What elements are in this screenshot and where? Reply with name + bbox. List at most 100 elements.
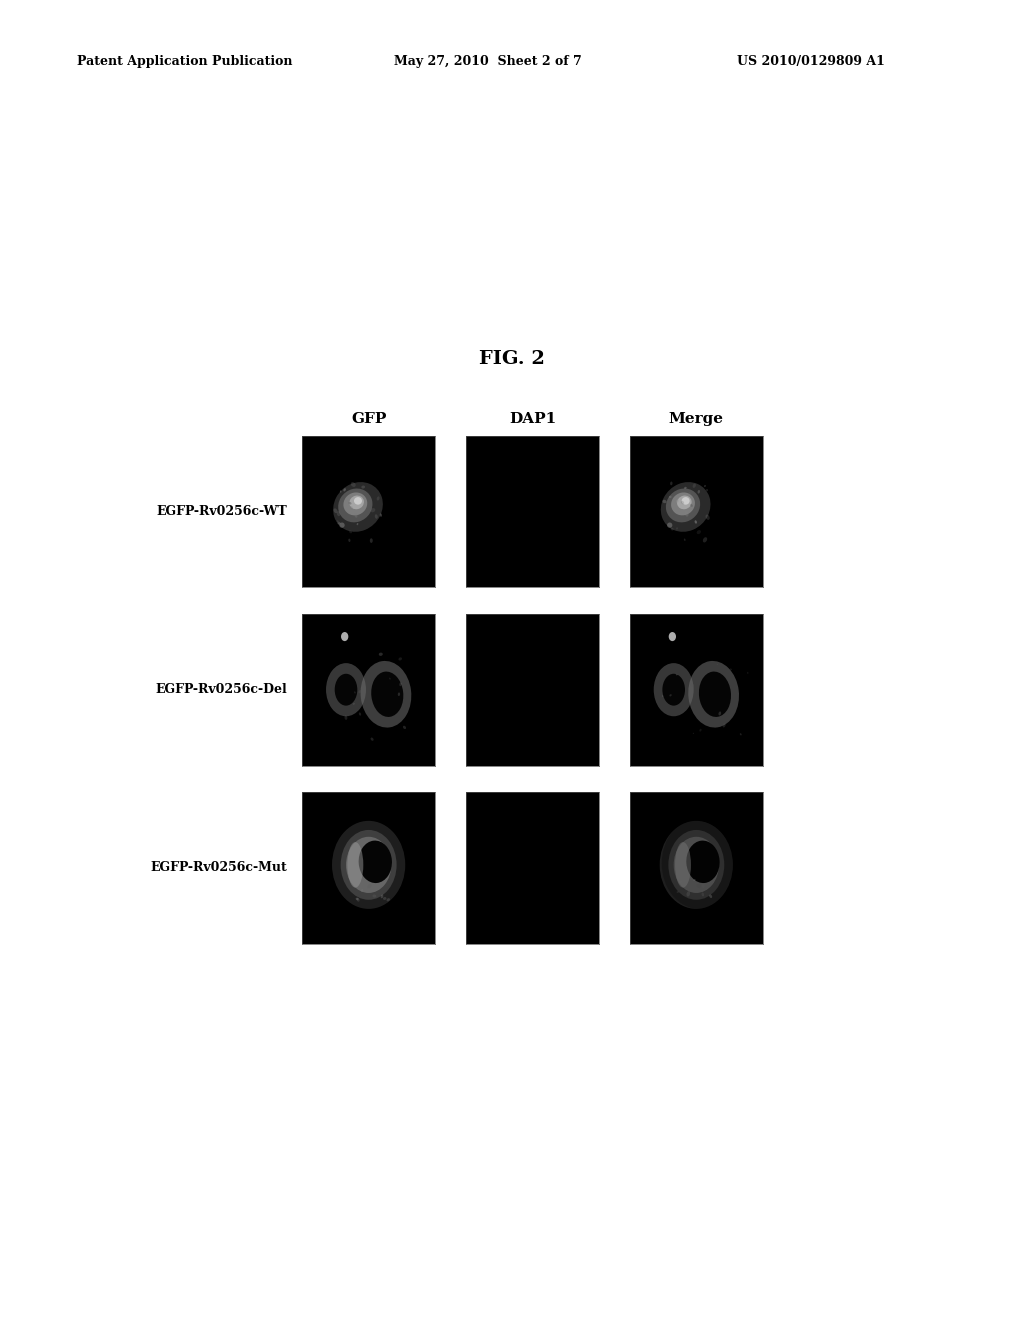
Ellipse shape: [358, 713, 361, 715]
Ellipse shape: [356, 898, 359, 902]
Ellipse shape: [685, 511, 688, 516]
Ellipse shape: [690, 504, 693, 507]
Ellipse shape: [710, 895, 712, 898]
Ellipse shape: [338, 521, 341, 524]
Ellipse shape: [379, 652, 383, 656]
Ellipse shape: [354, 692, 355, 693]
Ellipse shape: [663, 500, 667, 503]
Ellipse shape: [676, 675, 678, 676]
Ellipse shape: [681, 500, 684, 504]
Ellipse shape: [402, 726, 407, 729]
Ellipse shape: [340, 490, 341, 492]
Ellipse shape: [371, 738, 374, 741]
Ellipse shape: [389, 677, 391, 680]
Ellipse shape: [701, 883, 705, 888]
Ellipse shape: [693, 879, 695, 882]
Ellipse shape: [675, 842, 691, 887]
Ellipse shape: [670, 694, 672, 697]
Ellipse shape: [350, 506, 353, 510]
Ellipse shape: [335, 673, 357, 706]
Ellipse shape: [351, 482, 355, 487]
Ellipse shape: [347, 842, 364, 887]
Ellipse shape: [349, 495, 364, 510]
Ellipse shape: [332, 821, 406, 909]
Ellipse shape: [386, 898, 390, 902]
Ellipse shape: [372, 672, 403, 717]
Ellipse shape: [353, 704, 354, 705]
Ellipse shape: [659, 821, 733, 909]
Ellipse shape: [692, 483, 696, 488]
Ellipse shape: [696, 884, 701, 888]
Ellipse shape: [689, 492, 690, 494]
Ellipse shape: [706, 515, 710, 520]
Ellipse shape: [653, 663, 693, 717]
Ellipse shape: [361, 486, 365, 488]
Ellipse shape: [691, 684, 694, 686]
Ellipse shape: [398, 657, 402, 660]
Ellipse shape: [355, 898, 358, 900]
Ellipse shape: [373, 895, 376, 898]
Ellipse shape: [702, 537, 708, 543]
Ellipse shape: [705, 484, 706, 487]
Ellipse shape: [354, 498, 362, 504]
Ellipse shape: [349, 531, 352, 533]
Ellipse shape: [660, 482, 711, 532]
Ellipse shape: [397, 693, 400, 696]
Ellipse shape: [677, 495, 691, 510]
Ellipse shape: [699, 672, 731, 717]
Ellipse shape: [676, 499, 679, 503]
Ellipse shape: [333, 482, 383, 532]
Ellipse shape: [686, 891, 690, 896]
Ellipse shape: [669, 496, 672, 498]
Text: EGFP-Rv0256c-Del: EGFP-Rv0256c-Del: [155, 684, 287, 696]
Ellipse shape: [730, 668, 732, 671]
Text: EGFP-Rv0256c-Mut: EGFP-Rv0256c-Mut: [150, 862, 287, 874]
Ellipse shape: [334, 508, 338, 513]
Ellipse shape: [360, 890, 364, 892]
Ellipse shape: [344, 715, 347, 719]
Ellipse shape: [358, 690, 361, 693]
Ellipse shape: [383, 898, 386, 900]
Ellipse shape: [694, 520, 697, 524]
Ellipse shape: [707, 488, 708, 491]
Ellipse shape: [358, 841, 392, 883]
Ellipse shape: [671, 528, 674, 531]
Ellipse shape: [375, 515, 378, 519]
Ellipse shape: [701, 892, 705, 896]
Ellipse shape: [662, 696, 664, 697]
Ellipse shape: [674, 837, 719, 892]
Text: Patent Application Publication: Patent Application Publication: [77, 55, 292, 69]
Ellipse shape: [343, 492, 368, 515]
Ellipse shape: [670, 482, 673, 486]
Ellipse shape: [676, 527, 678, 529]
Ellipse shape: [682, 498, 690, 504]
Ellipse shape: [399, 682, 401, 686]
Ellipse shape: [671, 492, 695, 515]
Ellipse shape: [684, 539, 686, 541]
Ellipse shape: [684, 487, 687, 488]
Text: US 2010/0129809 A1: US 2010/0129809 A1: [737, 55, 885, 69]
Ellipse shape: [679, 880, 682, 883]
Ellipse shape: [662, 818, 736, 909]
Ellipse shape: [360, 661, 412, 727]
Ellipse shape: [666, 488, 700, 523]
Ellipse shape: [380, 513, 382, 516]
Ellipse shape: [688, 661, 739, 727]
Text: DAP1: DAP1: [509, 412, 556, 426]
Ellipse shape: [371, 508, 376, 512]
Ellipse shape: [346, 837, 391, 892]
Ellipse shape: [348, 539, 350, 543]
Ellipse shape: [344, 495, 346, 498]
Ellipse shape: [356, 523, 358, 525]
Ellipse shape: [337, 511, 340, 516]
Ellipse shape: [368, 884, 372, 888]
Ellipse shape: [343, 488, 346, 491]
Ellipse shape: [348, 502, 351, 504]
Ellipse shape: [669, 830, 724, 900]
Ellipse shape: [697, 490, 700, 494]
Ellipse shape: [338, 488, 373, 523]
Ellipse shape: [341, 632, 348, 642]
Ellipse shape: [748, 672, 749, 675]
Ellipse shape: [326, 663, 366, 717]
Ellipse shape: [341, 830, 396, 900]
